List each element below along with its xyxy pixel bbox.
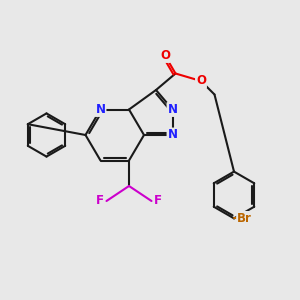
Text: N: N (167, 128, 178, 142)
Text: Br: Br (237, 212, 252, 225)
Text: O: O (196, 74, 206, 88)
Text: O: O (160, 49, 170, 62)
Text: F: F (96, 194, 104, 208)
Text: F: F (154, 194, 162, 208)
Text: N: N (167, 103, 178, 116)
Text: N: N (95, 103, 106, 116)
